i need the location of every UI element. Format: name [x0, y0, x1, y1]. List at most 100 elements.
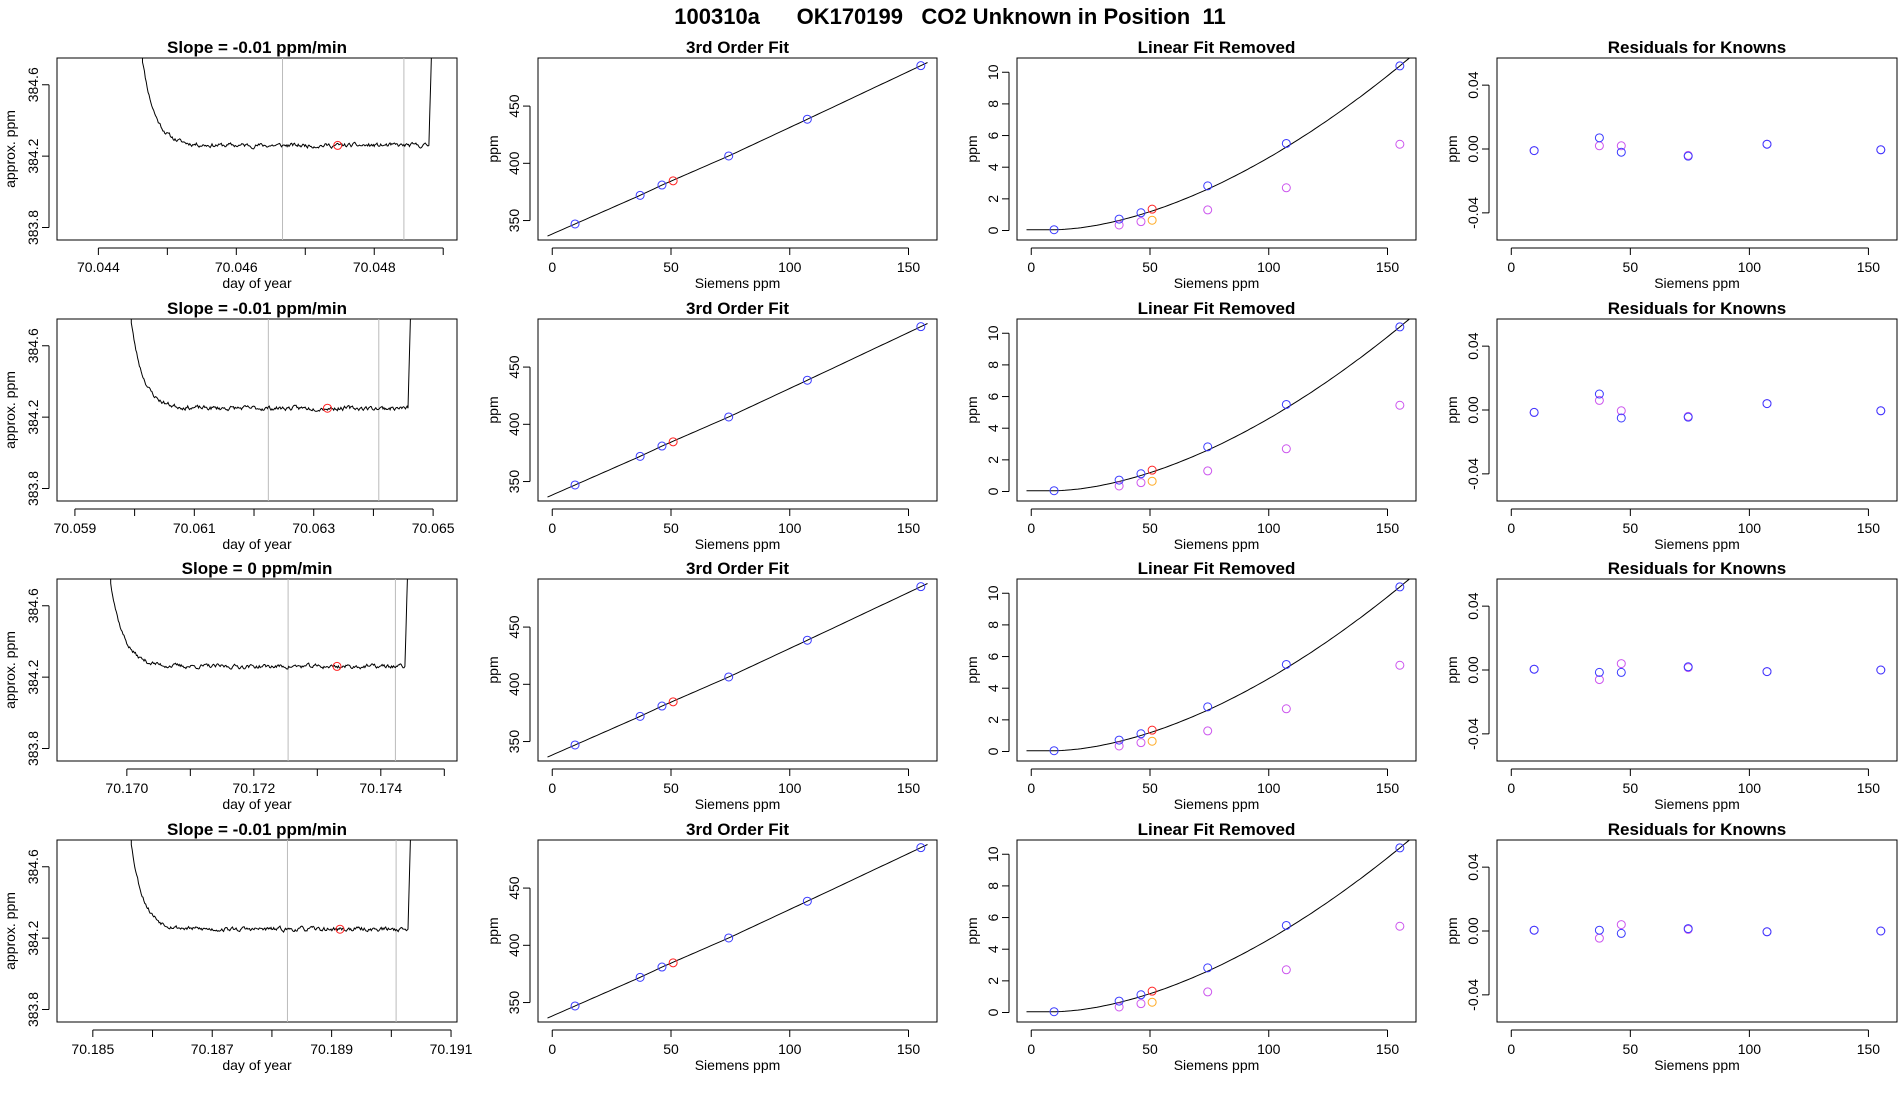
- chart-title: Linear Fit Removed: [1138, 820, 1296, 839]
- y-axis: 383.8 384.2 384.6 approx. ppm: [2, 849, 50, 1027]
- fit-curve: [547, 583, 928, 758]
- residual-point: [1876, 926, 1886, 936]
- secondary-point: [1114, 220, 1124, 230]
- plot-frame: [1016, 57, 1417, 241]
- y-tick-label: 450: [506, 876, 522, 900]
- plot-frame: [1496, 318, 1898, 502]
- x-tick-label: 70.065: [412, 520, 455, 536]
- x-tick-label: 70.046: [215, 259, 258, 275]
- known-point: [635, 190, 645, 200]
- known-point: [657, 180, 667, 190]
- y-tick-label: 0.04: [1465, 853, 1481, 880]
- residual-curve: [1026, 840, 1411, 1013]
- x-tick-label: 0: [1027, 1041, 1035, 1057]
- residual-point: [1594, 133, 1604, 143]
- x-tick-label: 0: [548, 1041, 556, 1057]
- chart-title: Residuals for Knowns: [1608, 559, 1787, 578]
- x-axis-label: day of year: [222, 1057, 292, 1073]
- concentration-trace: [110, 579, 408, 670]
- x-tick-label: 100: [778, 780, 802, 796]
- unknown-point: [668, 958, 678, 968]
- chart-panel: Residuals for Knowns 0 50 100 150 Siemens ppm…: [1444, 299, 1898, 552]
- x-tick-label: 0: [1027, 259, 1035, 275]
- x-tick-label: 150: [897, 520, 921, 536]
- x-tick-label: 0: [548, 780, 556, 796]
- chart-panel: Residuals for Knowns 0 50 100 150 Siemens ppm…: [1444, 38, 1898, 291]
- chart-panel: 3rd Order Fit 0 50 100 150 Siemens ppm 350 400 4…: [485, 299, 938, 552]
- secondary-point: [1395, 400, 1405, 410]
- plot-frame: [1496, 578, 1898, 762]
- residual-curve: [1026, 58, 1411, 231]
- unknown-point: [668, 697, 678, 707]
- x-axis-label: Siemens ppm: [695, 1057, 781, 1073]
- residual-point: [1876, 665, 1886, 675]
- plot-area: [547, 582, 928, 758]
- x-tick-label: 50: [1623, 780, 1639, 796]
- y-tick-label: 6: [985, 913, 1001, 921]
- known-point: [802, 896, 812, 906]
- y-axis-label: ppm: [964, 135, 980, 162]
- x-tick-label: 150: [1857, 259, 1881, 275]
- y-axis-label: approx. ppm: [2, 892, 18, 970]
- y-tick-label: 384.6: [25, 328, 41, 363]
- known-point: [1049, 486, 1059, 496]
- known-point: [724, 412, 734, 422]
- x-tick-label: 50: [663, 1041, 679, 1057]
- plot-frame: [537, 57, 938, 241]
- chart-title: 3rd Order Fit: [686, 299, 789, 318]
- known-point: [657, 701, 667, 711]
- y-tick-label: 400: [506, 151, 522, 175]
- residual-point: [1529, 664, 1539, 674]
- plot-frame: [56, 839, 458, 1023]
- x-axis-label: day of year: [222, 275, 292, 291]
- plot-frame: [1016, 839, 1417, 1023]
- y-axis: -0.04 0.00 0.04 ppm: [1444, 332, 1490, 490]
- secondary-point: [1203, 726, 1213, 736]
- y-tick-label: 0: [985, 226, 1001, 234]
- x-tick-label: 0: [548, 259, 556, 275]
- y-axis-label: approx. ppm: [2, 631, 18, 709]
- x-tick-label: 50: [1142, 520, 1158, 536]
- y-tick-label: 384.2: [25, 399, 41, 434]
- plot-area: [1529, 920, 1886, 943]
- secondary-point: [1281, 704, 1291, 714]
- concentration-trace: [130, 319, 411, 412]
- x-axis: 0 50 100 150 Siemens ppm: [548, 1029, 920, 1073]
- residual-point: [1683, 662, 1693, 672]
- y-tick-label: 383.8: [25, 992, 41, 1027]
- unknown-mean-point: [322, 403, 332, 413]
- x-tick-label: 100: [1257, 1041, 1281, 1057]
- y-tick-label: 450: [506, 615, 522, 639]
- known-point: [635, 972, 645, 982]
- y-axis: -0.04 0.00 0.04 ppm: [1444, 592, 1490, 750]
- x-tick-label: 50: [1623, 1041, 1639, 1057]
- plot-area: [547, 843, 928, 1019]
- known-point: [1049, 225, 1059, 235]
- plot-area: [1026, 58, 1411, 235]
- y-tick-label: 350: [506, 209, 522, 233]
- x-tick-label: 70.059: [53, 520, 96, 536]
- x-tick-label: 100: [1738, 520, 1762, 536]
- plot-frame: [537, 318, 938, 502]
- residual-point: [1683, 151, 1693, 161]
- known-point: [802, 375, 812, 385]
- known-point: [1136, 729, 1146, 739]
- known-point: [802, 635, 812, 645]
- plot-frame: [537, 839, 938, 1023]
- y-tick-label: 10: [985, 585, 1001, 601]
- known-point: [1114, 996, 1124, 1006]
- y-tick-label: 350: [506, 730, 522, 754]
- y-axis: 350 400 450 ppm: [485, 355, 531, 493]
- x-tick-label: 50: [663, 259, 679, 275]
- plot-area: [1026, 319, 1411, 496]
- plot-frame: [1496, 57, 1898, 241]
- secondary-point: [1281, 183, 1291, 193]
- plot-frame: [1016, 318, 1417, 502]
- chart-panel: 3rd Order Fit 0 50 100 150 Siemens ppm 350 400 4…: [485, 38, 938, 291]
- chart-title: Slope = 0 ppm/min: [182, 559, 333, 578]
- x-tick-label: 150: [1376, 259, 1400, 275]
- y-tick-label: 350: [506, 991, 522, 1015]
- y-tick-label: 4: [985, 163, 1001, 171]
- x-tick-label: 70.172: [232, 780, 275, 796]
